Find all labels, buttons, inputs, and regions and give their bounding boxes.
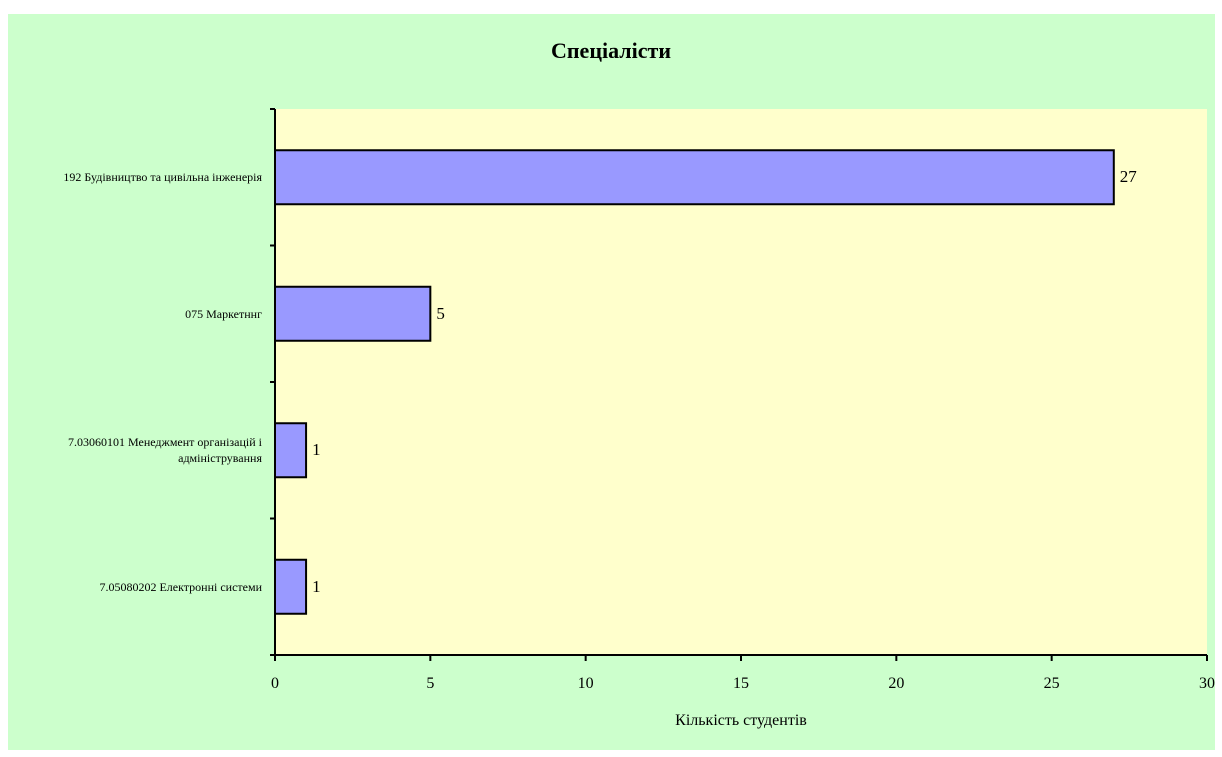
x-tick-label: 10 — [577, 675, 594, 692]
x-tick-label: 0 — [271, 675, 279, 692]
data-label: 27 — [1119, 167, 1137, 187]
x-axis-title: Кількість студентів — [675, 712, 807, 729]
x-tick-label: 5 — [426, 675, 435, 692]
x-tick-label: 30 — [1199, 675, 1215, 692]
category-label: 7.05080202 Електронні системи — [99, 579, 262, 594]
x-tick-label: 25 — [1043, 675, 1060, 692]
x-tick-label: 20 — [888, 675, 905, 692]
bar — [274, 558, 308, 615]
bar — [274, 422, 308, 479]
category-label: 7.03060101 Менеджмент організацій і адмі… — [68, 435, 262, 466]
data-label: 1 — [312, 576, 321, 596]
chart-title: Спеціалісти — [550, 38, 671, 63]
bar — [274, 149, 1115, 206]
x-tick-label: 15 — [733, 675, 749, 692]
data-label: 1 — [312, 440, 321, 460]
category-label: 192 Будівництво та цивільна інженерія — [63, 170, 262, 185]
bar — [274, 285, 432, 342]
data-label: 5 — [436, 303, 445, 323]
category-label: 075 Маркетннг — [185, 306, 262, 321]
